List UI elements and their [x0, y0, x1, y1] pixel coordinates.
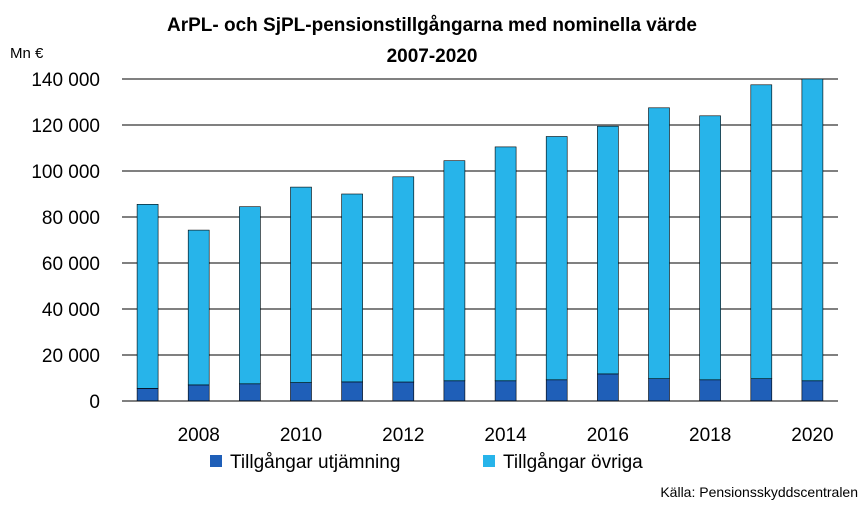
bar-utjamning-2016: [597, 373, 619, 402]
bars: [136, 78, 824, 402]
source-note: Källa: Pensionsskyddscentralen: [660, 484, 858, 500]
chart-subtitle: 2007-2020: [387, 46, 478, 67]
bar-utjamning-2015: [545, 379, 568, 402]
bar-utjamning-2011: [341, 381, 363, 402]
bar-ovriga-2020: [801, 78, 824, 382]
unit-label: Mn €: [10, 45, 44, 62]
bar-ovriga-2007: [136, 204, 159, 389]
legend-swatch-utjamning: [210, 455, 222, 467]
bar-utjamning-2017: [648, 378, 670, 402]
bar-ovriga-2018: [699, 115, 721, 381]
bar-ovriga-2015: [545, 136, 568, 381]
y-tick-label: 140 000: [31, 70, 100, 91]
bar-ovriga-2009: [239, 206, 261, 385]
legend-label-utjamning: Tillgångar utjämning: [230, 452, 400, 473]
bar-ovriga-2014: [494, 146, 517, 382]
bar-ovriga-2013: [443, 160, 466, 382]
legend-swatch-ovriga: [483, 455, 495, 467]
gridlines: [122, 78, 838, 356]
y-axis: 0 20 000 40 000 60 000 80 000 100 000 120 000 1…: [31, 70, 100, 413]
bar-utjamning-2019: [750, 378, 773, 402]
y-tick-label: 0: [89, 392, 100, 413]
legend-label-ovriga: Tillgångar övriga: [503, 452, 643, 473]
bar-ovriga-2010: [290, 186, 312, 383]
chart-title: ArPL- och SjPL-pensionstillgångarna med …: [167, 15, 697, 36]
bar-utjamning-2010: [290, 382, 312, 402]
bar-utjamning-2007: [136, 388, 159, 402]
x-tick-label: 2016: [587, 425, 629, 446]
x-tick-label: 2008: [178, 425, 220, 446]
x-tick-label: 2014: [484, 425, 527, 446]
bar-utjamning-2008: [187, 384, 210, 402]
y-tick-label: 120 000: [31, 116, 100, 137]
bar-ovriga-2012: [392, 176, 415, 383]
bar-ovriga-2011: [341, 193, 363, 383]
bar-utjamning-2012: [392, 381, 415, 402]
y-tick-label: 80 000: [42, 208, 100, 229]
bar-ovriga-2008: [187, 229, 210, 386]
bar-utjamning-2020: [801, 380, 824, 402]
y-tick-label: 60 000: [42, 254, 100, 275]
x-tick-label: 2012: [382, 425, 424, 446]
x-tick-label: 2018: [689, 425, 731, 446]
legend: Tillgångar utjämning Tillgångar övriga: [210, 452, 643, 473]
y-tick-label: 100 000: [31, 162, 100, 183]
x-tick-label: 2020: [791, 425, 833, 446]
y-tick-label: 20 000: [42, 346, 100, 367]
bar-ovriga-2017: [648, 107, 670, 379]
bar-utjamning-2018: [699, 379, 721, 402]
bar-utjamning-2013: [443, 380, 466, 402]
bar-utjamning-2014: [494, 380, 517, 402]
x-tick-label: 2010: [280, 425, 322, 446]
bar-ovriga-2016: [597, 125, 619, 375]
bar-utjamning-2009: [239, 383, 261, 402]
bar-ovriga-2019: [750, 84, 773, 379]
y-tick-label: 40 000: [42, 300, 100, 321]
x-axis: 2008 2010 2012 2014 2016 2018 2020: [122, 400, 838, 446]
